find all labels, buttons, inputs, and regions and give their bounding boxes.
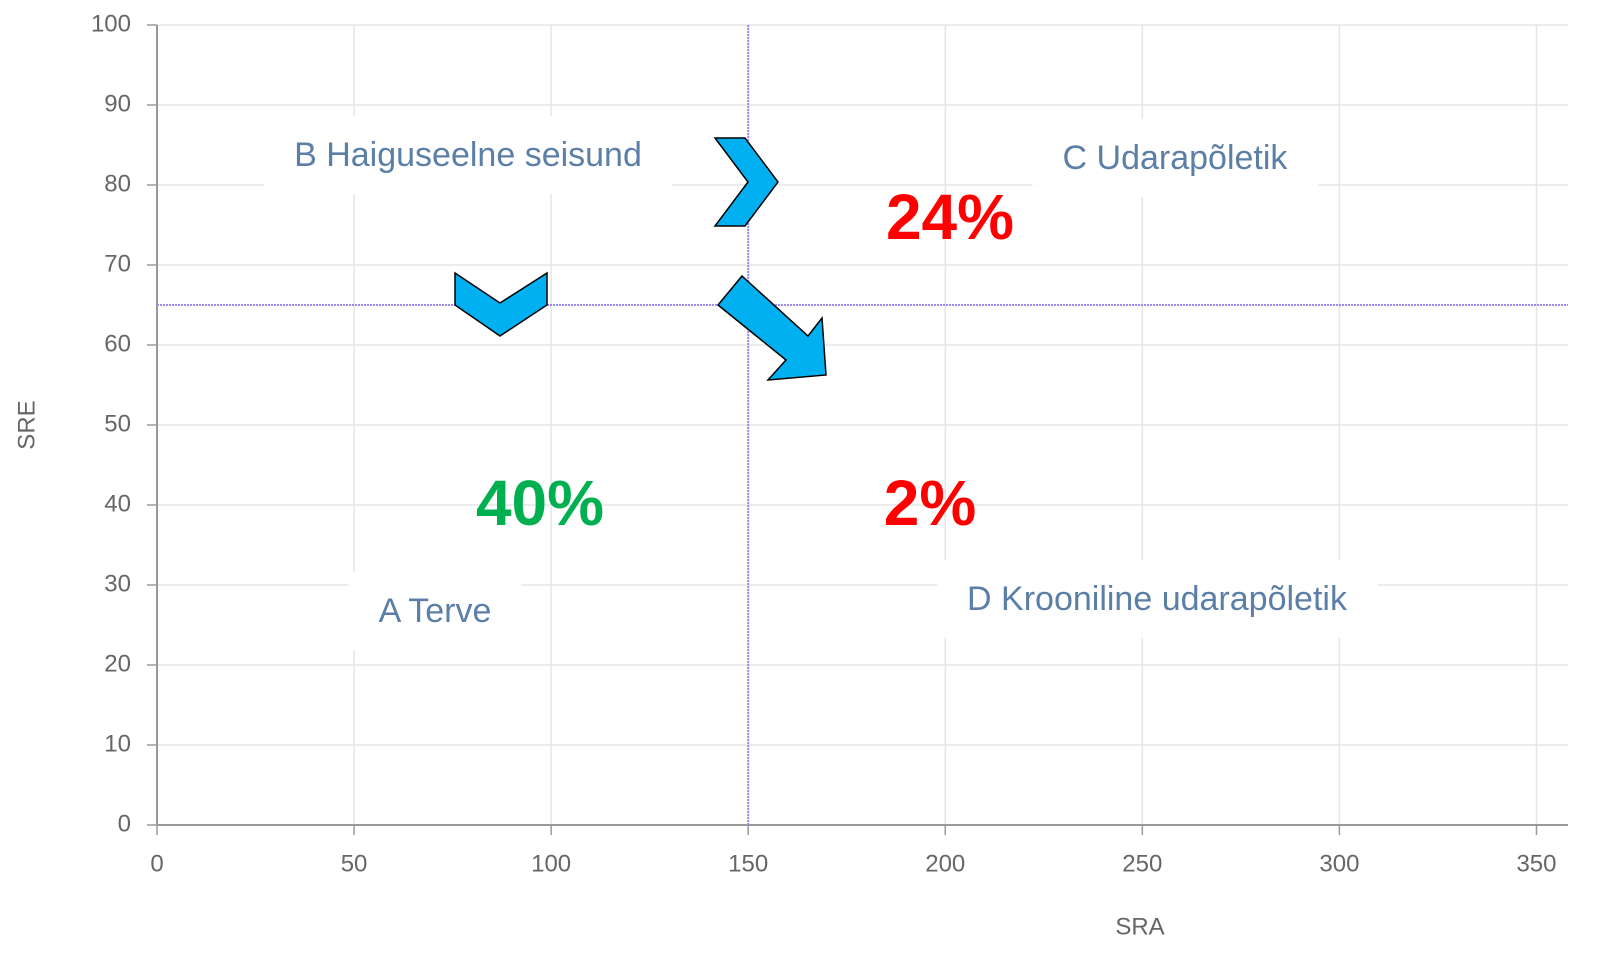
x-tick-label: 200	[925, 850, 965, 877]
y-tick-label: 20	[104, 650, 131, 677]
y-tick-label: 30	[104, 570, 131, 597]
x-tick-label: 0	[150, 850, 163, 877]
y-axis-title: SRE	[13, 400, 40, 449]
quadrant-label: C Udarapõletik	[1063, 139, 1289, 177]
y-tick-label: 50	[104, 410, 131, 437]
share-label: 40%	[476, 467, 604, 539]
x-axis-title: SRA	[1115, 913, 1164, 940]
arrow-diagonal	[716, 274, 827, 381]
label-background	[264, 115, 672, 194]
label-background	[348, 571, 522, 650]
quadrant-label: A Terve	[379, 592, 492, 630]
share-label: 24%	[886, 181, 1014, 253]
x-tick-label: 50	[341, 850, 368, 877]
label-background	[1032, 118, 1319, 197]
label-background	[937, 559, 1378, 638]
x-tick-label: 100	[531, 850, 571, 877]
x-tick-label: 250	[1122, 850, 1162, 877]
quadrant-label: B Haiguseelne seisund	[294, 136, 642, 174]
share-label: 2%	[884, 467, 977, 539]
y-tick-label: 70	[104, 250, 131, 277]
quadrant-label: D Krooniline udarapõletik	[967, 580, 1348, 618]
x-tick-label: 150	[728, 850, 768, 877]
y-tick-label: 10	[104, 730, 131, 757]
x-tick-label: 350	[1516, 850, 1556, 877]
x-tick-label: 300	[1319, 850, 1359, 877]
arrow-down	[454, 271, 548, 337]
y-tick-label: 40	[104, 490, 131, 517]
y-tick-label: 90	[104, 90, 131, 117]
y-tick-label: 0	[118, 810, 131, 837]
y-tick-label: 100	[91, 10, 131, 37]
arrow-right	[713, 137, 779, 227]
y-tick-label: 60	[104, 330, 131, 357]
y-tick-label: 80	[104, 170, 131, 197]
